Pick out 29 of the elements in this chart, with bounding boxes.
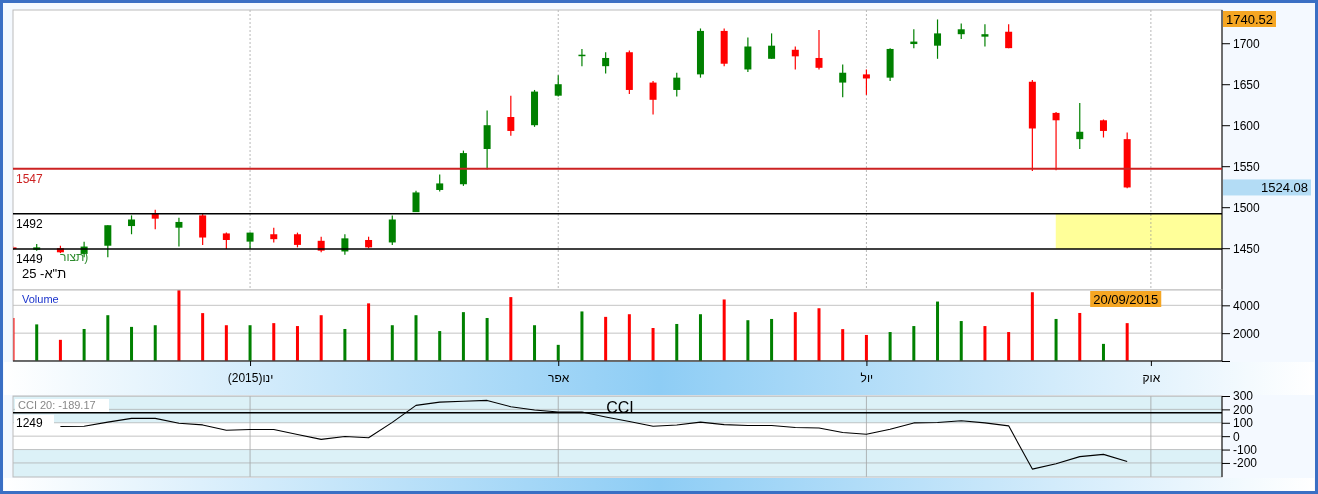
y-tick-label: 300 xyxy=(1233,389,1254,404)
y-tick-label: -100 xyxy=(1233,442,1258,457)
annotation: 20/09/2015 xyxy=(1093,292,1159,307)
text: 1740.52 xyxy=(1226,12,1273,27)
x-tick-label: יול xyxy=(860,371,874,386)
text: 1524.08 xyxy=(1261,180,1308,196)
x-tick-label: אפר xyxy=(548,371,570,386)
ref-line-label: 1547 xyxy=(16,171,44,186)
y-tick-label: 1550 xyxy=(1233,159,1261,174)
annotation: (תצור xyxy=(60,250,89,264)
y-tick-label: 0 xyxy=(1233,429,1240,444)
ref-line-label: 1492 xyxy=(16,216,44,231)
annotation: 1249 xyxy=(16,415,44,430)
y-tick-label: 2000 xyxy=(1233,326,1261,341)
y-tick-label: 4000 xyxy=(1233,298,1261,313)
y-tick-label: -200 xyxy=(1233,456,1258,471)
y-tick-label: 100 xyxy=(1233,416,1254,431)
y-tick-label: 1650 xyxy=(1233,77,1261,92)
y-tick-label: 1500 xyxy=(1233,200,1261,215)
y-tick-label: 200 xyxy=(1233,402,1254,417)
text: ת"א- 25 xyxy=(22,266,67,281)
ref-line-label: 1449 xyxy=(16,252,44,267)
y-tick-label: 1600 xyxy=(1233,118,1261,133)
chart-title: Volume xyxy=(22,293,59,305)
chart-subtitle: CCI 20: -189.17 xyxy=(18,399,96,411)
x-tick-label: ינו(2015) xyxy=(227,371,274,386)
y-tick-label: 1700 xyxy=(1233,36,1261,51)
y-tick-label: 1450 xyxy=(1233,241,1261,256)
x-tick-label: אוק xyxy=(1142,371,1161,386)
